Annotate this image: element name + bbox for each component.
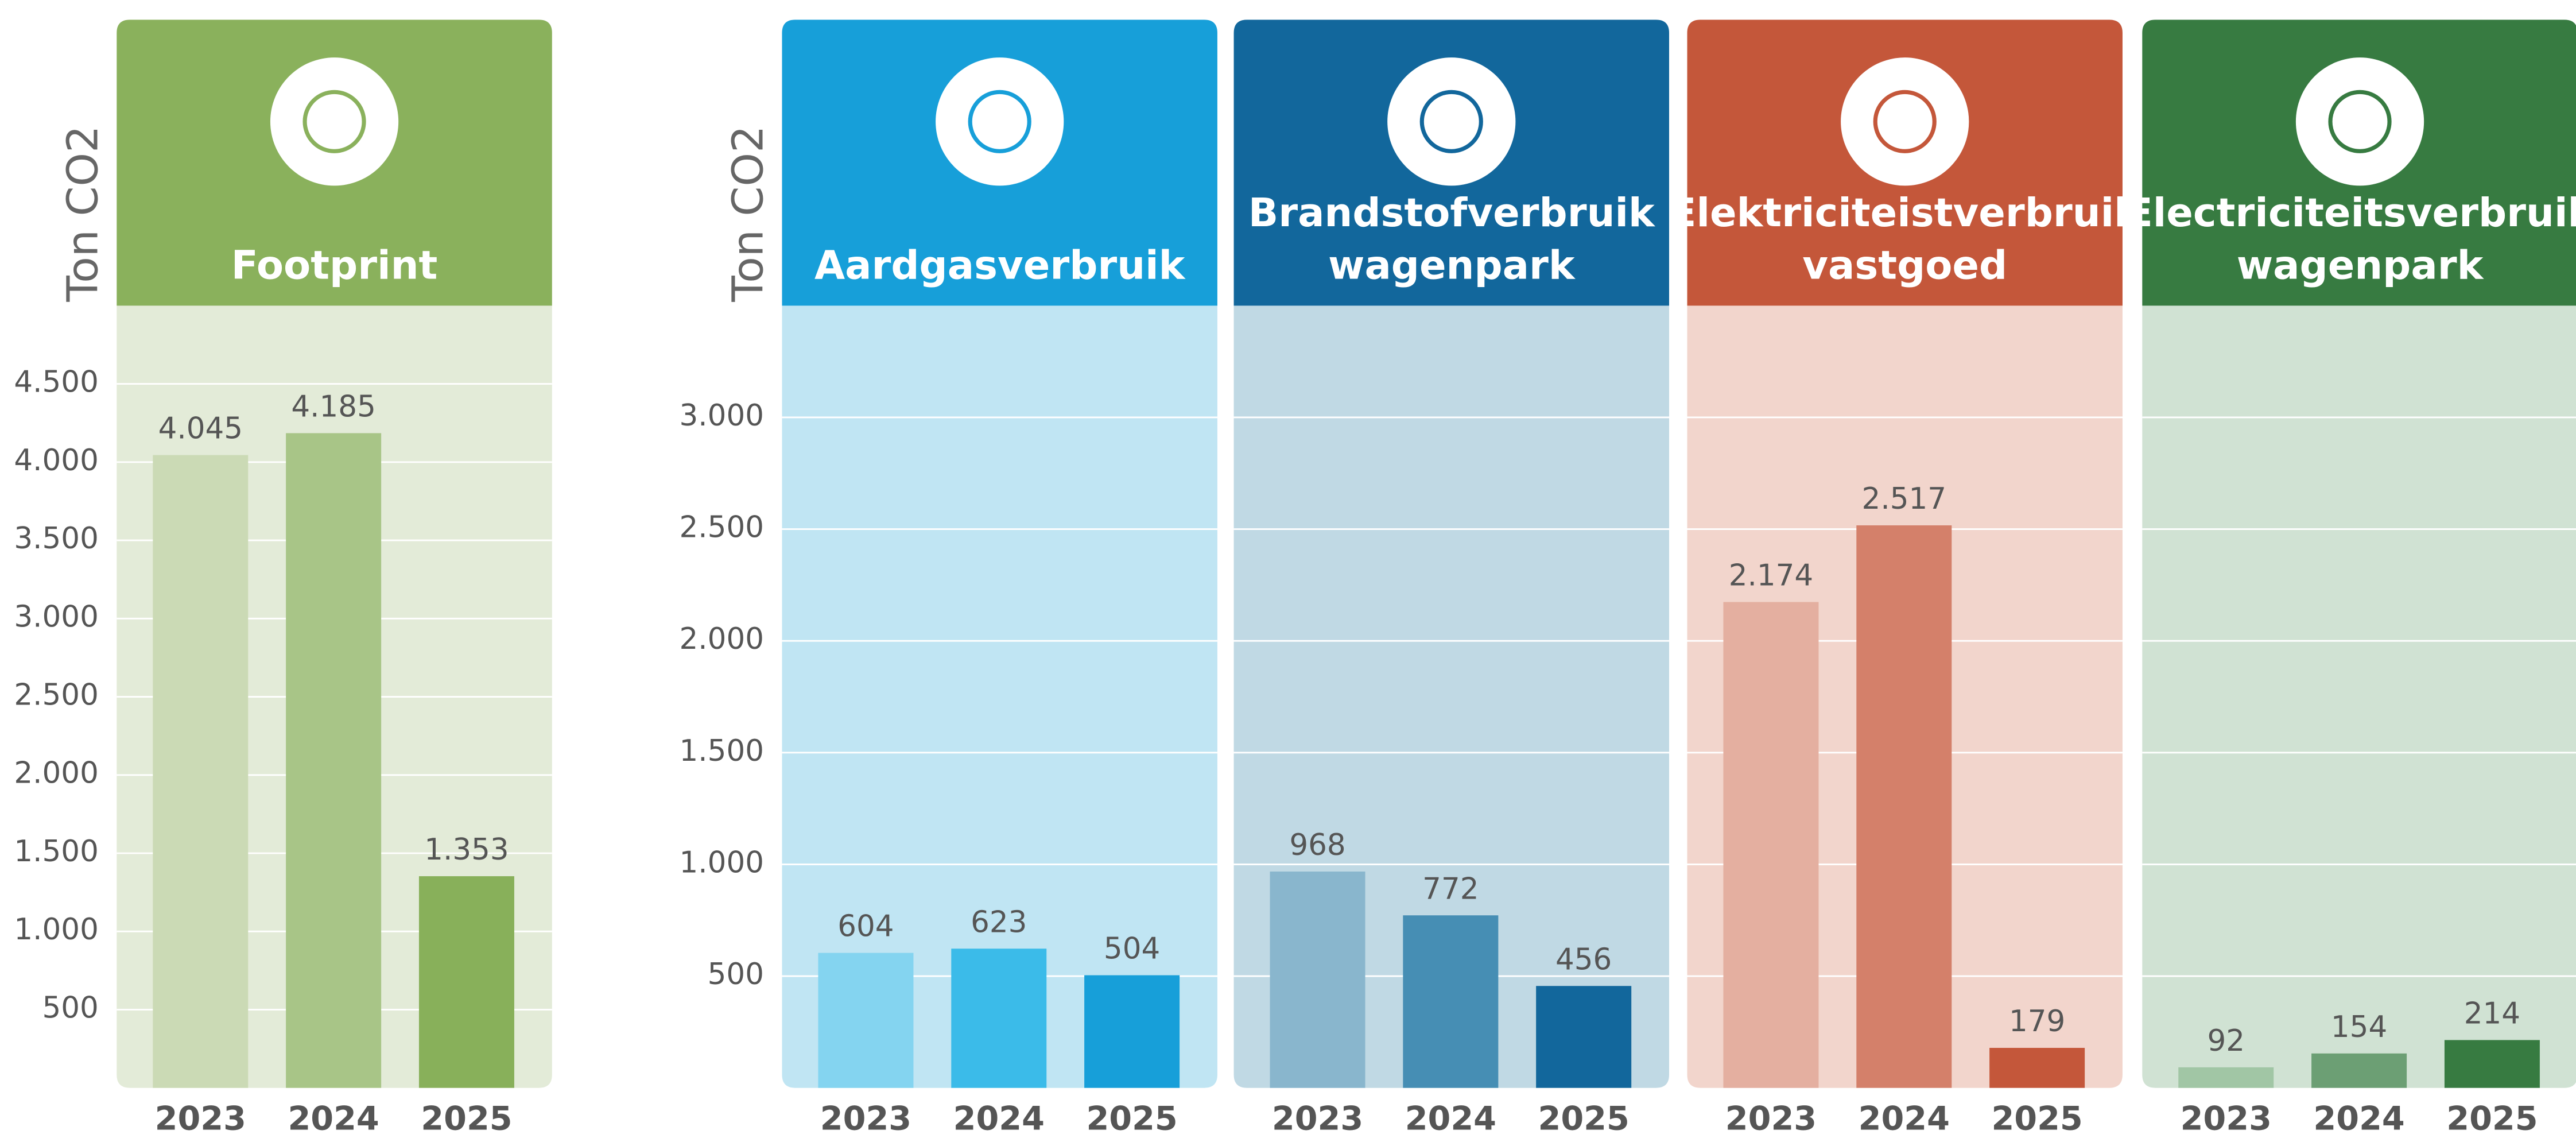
y-tick-label: 1.000: [14, 912, 98, 947]
y-tick-label: 1.500: [14, 834, 98, 869]
value-label: 456: [1555, 942, 1612, 977]
bar: [951, 949, 1047, 1088]
panel-title: Electriciteitsverbruik wagenpark: [2126, 190, 2576, 289]
icon-glyph: [1419, 90, 1483, 153]
bar: [2178, 1067, 2274, 1088]
y-tick-label: 2.000: [680, 622, 764, 656]
bar: [1536, 986, 1632, 1088]
bar: [153, 455, 249, 1088]
panel-title: Elektriciteistverbruik vastgoed: [1670, 190, 2142, 289]
y-tick-label: 3.500: [14, 521, 98, 556]
y-axis-label: Ton CO2: [57, 126, 107, 303]
value-label: 179: [2009, 1004, 2065, 1039]
value-label: 2.174: [1729, 559, 1813, 593]
x-tick-label: 2025: [1086, 1100, 1177, 1138]
y-tick-label: 4.000: [14, 443, 98, 478]
icon-glyph: [1873, 90, 1937, 153]
x-tick-label: 2023: [1725, 1100, 1817, 1138]
icon-circle: [1841, 57, 1969, 186]
x-tick-label: 2025: [1991, 1100, 2082, 1138]
y-tick-label: 500: [708, 957, 764, 992]
x-tick-label: 2024: [288, 1100, 379, 1138]
x-tick-label: 2025: [1538, 1100, 1630, 1138]
bar: [286, 433, 382, 1088]
value-label: 214: [2464, 996, 2520, 1031]
y-tick-label: 1.000: [680, 845, 764, 880]
bar: [1403, 915, 1499, 1088]
y-tick-label: 4.500: [14, 365, 98, 400]
y-tick-label: 500: [42, 990, 99, 1025]
value-label: 4.045: [158, 412, 243, 446]
value-label: 2.517: [1862, 482, 1946, 516]
panel-title: Brandstofverbruik wagenpark: [1248, 190, 1655, 289]
bar: [1989, 1048, 2085, 1088]
bar: [818, 953, 914, 1088]
x-tick-label: 2025: [421, 1100, 512, 1138]
x-tick-label: 2023: [155, 1100, 246, 1138]
icon-glyph: [968, 90, 1031, 153]
x-tick-label: 2024: [2313, 1100, 2404, 1138]
bar: [2444, 1040, 2540, 1088]
icon-circle: [2295, 57, 2424, 186]
y-tick-label: 2.000: [14, 756, 98, 791]
bar: [1084, 975, 1180, 1088]
bar: [1856, 525, 1952, 1088]
x-tick-label: 2023: [2181, 1100, 2272, 1138]
y-tick-label: 2.500: [14, 678, 98, 713]
value-label: 92: [2207, 1024, 2245, 1058]
bar: [418, 876, 514, 1088]
y-axis-label: Ton CO2: [723, 126, 773, 303]
x-tick-label: 2024: [953, 1100, 1045, 1138]
x-tick-label: 2023: [820, 1100, 911, 1138]
y-tick-label: 3.000: [14, 599, 98, 634]
icon-circle: [270, 57, 399, 186]
icon-circle: [1387, 57, 1516, 186]
icon-circle: [936, 57, 1064, 186]
bar: [2311, 1053, 2407, 1088]
x-tick-label: 2025: [2446, 1100, 2538, 1138]
y-tick-label: 2.500: [680, 510, 764, 545]
value-label: 1.353: [424, 833, 509, 867]
value-label: 604: [837, 909, 894, 944]
y-tick-label: 3.000: [680, 398, 764, 433]
x-tick-label: 2023: [1272, 1100, 1363, 1138]
value-label: 154: [2331, 1010, 2387, 1044]
panel-background: [782, 305, 1217, 1088]
panel-title: Aardgasverbruik: [814, 243, 1186, 289]
value-label: 623: [971, 905, 1027, 939]
value-label: 772: [1422, 872, 1479, 906]
icon-glyph: [302, 90, 366, 153]
x-tick-label: 2024: [1859, 1100, 1950, 1138]
bar: [1270, 871, 1365, 1088]
icon-glyph: [2328, 90, 2392, 153]
panel-title: Footprint: [231, 243, 438, 289]
value-label: 504: [1104, 932, 1160, 966]
panel-background: [2142, 305, 2576, 1088]
bar: [1723, 602, 1819, 1088]
y-tick-label: 1.500: [680, 734, 764, 768]
x-tick-label: 2024: [1405, 1100, 1496, 1138]
value-label: 4.185: [291, 389, 375, 424]
value-label: 968: [1289, 828, 1345, 862]
